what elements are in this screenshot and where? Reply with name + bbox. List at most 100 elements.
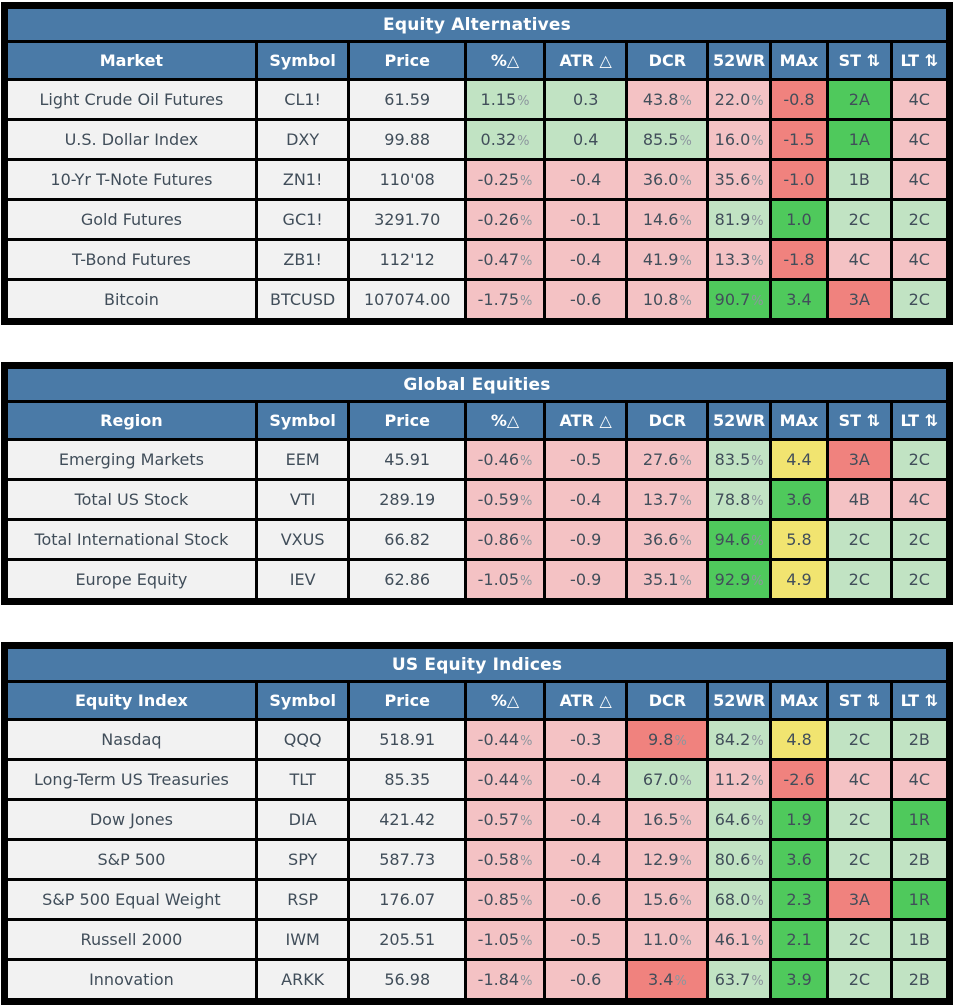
cell-price: 176.07 bbox=[347, 878, 468, 921]
percent-sign: % bbox=[520, 534, 533, 549]
cell-lt: 2C bbox=[889, 558, 952, 603]
percent-sign: % bbox=[679, 934, 692, 949]
cell-52wr: 22.0% bbox=[706, 78, 772, 121]
cell-st: 4C bbox=[826, 238, 893, 281]
cell-pct-change: -1.05% bbox=[463, 558, 547, 603]
cell-dcr: 10.8% bbox=[625, 278, 710, 323]
cell-max: 4.4 bbox=[768, 438, 830, 481]
column-header-price: Price bbox=[347, 680, 468, 721]
row-tlt: Long-Term US Treasuries TLT 85.35 -0.44% -0.… bbox=[3, 758, 952, 801]
cell-lt: 4C bbox=[889, 238, 952, 281]
cell-price: 3291.70 bbox=[347, 198, 467, 241]
column-header-st[interactable]: ST ⇅ bbox=[826, 40, 893, 81]
cell-market: Bitcoin bbox=[3, 278, 258, 323]
table-title: Global Equities bbox=[3, 364, 951, 403]
cell-price: 205.51 bbox=[347, 918, 468, 961]
column-header-market: Market bbox=[3, 40, 258, 81]
cell-dcr: 35.1% bbox=[625, 558, 710, 603]
percent-sign: % bbox=[520, 494, 533, 509]
cell-equity-index: Dow Jones bbox=[3, 798, 258, 841]
column-header-52wr: 52WR bbox=[706, 400, 772, 441]
percent-sign: % bbox=[520, 454, 533, 469]
cell-region: Emerging Markets bbox=[3, 438, 258, 481]
cell-pct-change: -0.44% bbox=[464, 718, 547, 761]
percent-sign: % bbox=[674, 734, 687, 749]
cell-52wr: 63.7% bbox=[706, 958, 772, 1003]
cell-52wr: 83.5% bbox=[706, 438, 772, 481]
cell-symbol: VXUS bbox=[254, 518, 351, 561]
column-header-price: Price bbox=[347, 400, 467, 441]
cell-region: Europe Equity bbox=[3, 558, 258, 603]
cell-symbol: ARKK bbox=[254, 958, 351, 1003]
column-header-dcr: DCR bbox=[625, 680, 710, 721]
percent-sign: % bbox=[520, 854, 533, 869]
cell-max: 3.6 bbox=[768, 838, 830, 881]
cell-symbol: BTCUSD bbox=[254, 278, 351, 323]
column-header-pct-change: %△ bbox=[463, 40, 547, 81]
cell-max: 3.6 bbox=[768, 478, 830, 521]
cell-pct-change: -1.84% bbox=[464, 958, 547, 1003]
percent-sign: % bbox=[751, 574, 764, 589]
cell-dcr: 36.6% bbox=[625, 518, 710, 561]
percent-sign: % bbox=[520, 214, 533, 229]
column-header-lt[interactable]: LT ⇅ bbox=[889, 680, 952, 721]
cell-pct-change: -0.58% bbox=[464, 838, 547, 881]
column-header-lt[interactable]: LT ⇅ bbox=[889, 40, 952, 81]
cell-dcr: 85.5% bbox=[625, 118, 710, 161]
percent-sign: % bbox=[520, 574, 533, 589]
column-header-st[interactable]: ST ⇅ bbox=[826, 400, 893, 441]
cell-atr-change: -0.5 bbox=[543, 918, 629, 961]
cell-max: -2.6 bbox=[768, 758, 830, 801]
cell-dcr: 13.7% bbox=[625, 478, 710, 521]
cell-pct-change: -0.85% bbox=[464, 878, 547, 921]
cell-atr-change: -0.6 bbox=[543, 878, 629, 921]
percent-sign: % bbox=[751, 854, 764, 869]
cell-52wr: 11.2% bbox=[706, 758, 772, 801]
cell-pct-change: -0.86% bbox=[463, 518, 547, 561]
cell-dcr: 41.9% bbox=[625, 238, 710, 281]
sort-arrows-icon: ⇅ bbox=[861, 691, 881, 710]
column-header-lt[interactable]: LT ⇅ bbox=[889, 400, 952, 441]
percent-sign: % bbox=[679, 774, 692, 789]
cell-pct-change: -1.05% bbox=[464, 918, 547, 961]
cell-st: 4C bbox=[826, 758, 893, 801]
cell-price: 289.19 bbox=[347, 478, 467, 521]
column-header-max: MAx bbox=[768, 400, 830, 441]
cell-lt: 4C bbox=[889, 758, 952, 801]
cell-pct-change: -0.57% bbox=[464, 798, 547, 841]
percent-sign: % bbox=[520, 774, 533, 789]
table-global-equities: Global Equities Region Symbol Price %△ ATR △ D… bbox=[1, 362, 953, 605]
cell-dcr: 14.6% bbox=[625, 198, 710, 241]
row-cl1: Light Crude Oil Futures CL1! 61.59 1.15% 0.3… bbox=[3, 78, 952, 121]
cell-dcr: 12.9% bbox=[625, 838, 710, 881]
row-arkk: Innovation ARKK 56.98 -1.84% -0.6 3.4% 63.7% 3.… bbox=[3, 958, 952, 1003]
cell-symbol: ZB1! bbox=[254, 238, 351, 281]
percent-sign: % bbox=[679, 254, 692, 269]
column-header-equity-index: Equity Index bbox=[3, 680, 258, 721]
cell-symbol: VTI bbox=[254, 478, 351, 521]
percent-sign: % bbox=[751, 94, 764, 109]
percent-sign: % bbox=[751, 734, 764, 749]
cell-st: 2C bbox=[826, 558, 893, 603]
column-header-st[interactable]: ST ⇅ bbox=[826, 680, 893, 721]
cell-dcr: 15.6% bbox=[625, 878, 710, 921]
percent-sign: % bbox=[679, 494, 692, 509]
cell-atr-change: -0.9 bbox=[543, 558, 629, 603]
cell-dcr: 16.5% bbox=[625, 798, 710, 841]
row-dia: Dow Jones DIA 421.42 -0.57% -0.4 16.5% 64.6% 1.… bbox=[3, 798, 952, 841]
percent-sign: % bbox=[751, 134, 764, 149]
cell-atr-change: -0.4 bbox=[543, 798, 629, 841]
row-rsp: S&P 500 Equal Weight RSP 176.07 -0.85% -0.6 1… bbox=[3, 878, 952, 921]
percent-sign: % bbox=[679, 814, 692, 829]
percent-sign: % bbox=[751, 774, 764, 789]
cell-price: 45.91 bbox=[347, 438, 467, 481]
cell-equity-index: Nasdaq bbox=[3, 718, 258, 761]
cell-region: Total US Stock bbox=[3, 478, 258, 521]
cell-lt: 1B bbox=[889, 918, 952, 961]
cell-price: 66.82 bbox=[347, 518, 467, 561]
sort-arrows-icon: ⇅ bbox=[919, 411, 938, 430]
cell-region: Total International Stock bbox=[3, 518, 258, 561]
cell-atr-change: -0.3 bbox=[543, 718, 629, 761]
row-zn1: 10-Yr T-Note Futures ZN1! 110'08 -0.25% -0.4… bbox=[3, 158, 952, 201]
cell-symbol: DXY bbox=[254, 118, 351, 161]
